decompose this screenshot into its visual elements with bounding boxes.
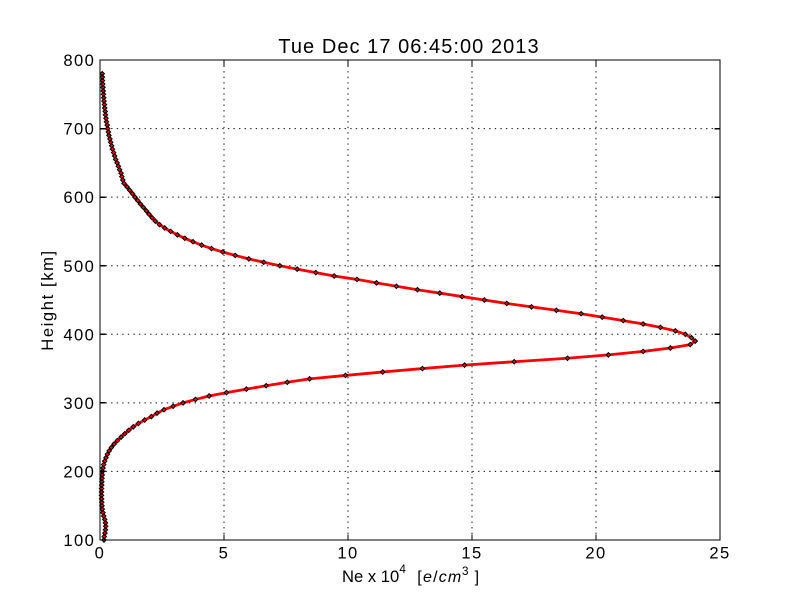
svg-text:300: 300 bbox=[63, 394, 95, 413]
svg-text:400: 400 bbox=[63, 325, 95, 344]
svg-text:[e/cm: [e/cm bbox=[417, 569, 462, 586]
svg-text:Tue Dec 17 06:45:00 2013: Tue Dec 17 06:45:00 2013 bbox=[278, 36, 539, 58]
svg-text:100: 100 bbox=[63, 531, 95, 550]
svg-text:0: 0 bbox=[95, 544, 106, 563]
svg-text:Height [km]: Height [km] bbox=[38, 249, 57, 351]
svg-text:10: 10 bbox=[337, 544, 358, 563]
svg-text:25: 25 bbox=[709, 544, 730, 563]
svg-text:500: 500 bbox=[63, 257, 95, 276]
svg-text:15: 15 bbox=[461, 544, 482, 563]
svg-text:700: 700 bbox=[63, 120, 95, 139]
svg-text:5: 5 bbox=[219, 544, 230, 563]
svg-text:Ne x 10: Ne x 10 bbox=[342, 567, 399, 586]
svg-text:200: 200 bbox=[63, 463, 95, 482]
svg-text:20: 20 bbox=[585, 544, 606, 563]
svg-text:3: 3 bbox=[462, 565, 469, 578]
svg-text:4: 4 bbox=[399, 563, 406, 576]
svg-text:800: 800 bbox=[63, 51, 95, 70]
svg-text:600: 600 bbox=[63, 188, 95, 207]
svg-text:]: ] bbox=[475, 569, 479, 586]
